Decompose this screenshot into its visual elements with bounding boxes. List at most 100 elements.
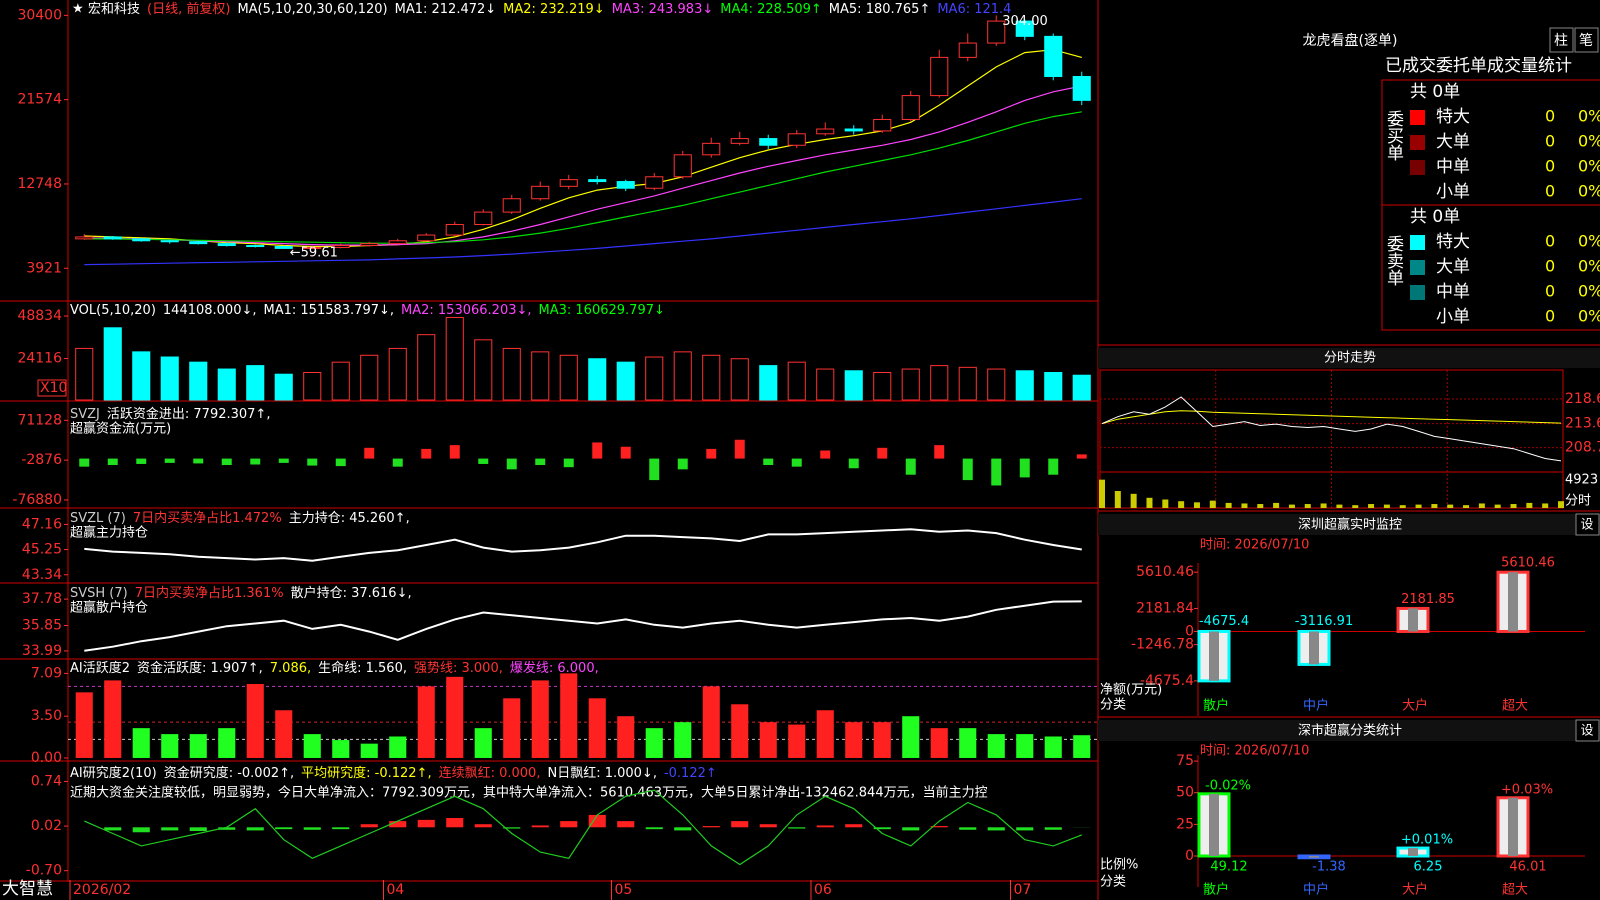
tab-button[interactable] — [1574, 27, 1599, 53]
intraday-volume — [1526, 502, 1533, 508]
x-tick-label: 2026/02 — [73, 882, 131, 898]
category-bar-stripe — [1508, 797, 1518, 856]
header-item: 宏和科技 — [88, 2, 140, 17]
candle-body — [645, 176, 664, 189]
volume-bar — [75, 347, 94, 401]
signed-bar — [588, 814, 606, 828]
settings-button[interactable] — [1575, 513, 1600, 536]
panel-header: SVZL (7) 7日内买卖净占比1.472% 主力持仓: 45.260↑, — [70, 510, 410, 526]
header-item: AI研究度2(10) — [70, 765, 157, 781]
time-label: 时间: 2026/07/10 — [1200, 744, 1309, 759]
volume-tick-label: 4923 — [1565, 473, 1598, 488]
dragon-subtitle: 已成交委托单成交量统计 — [1385, 56, 1572, 76]
settings-button-label[interactable]: 设 — [1580, 724, 1593, 739]
dragon-title: 龙虎看盘(逐单) — [1303, 32, 1398, 49]
candle-body — [274, 245, 293, 249]
volume-bar — [844, 370, 863, 401]
row-count: 0 — [1545, 282, 1555, 301]
x-tick-label: 07 — [1014, 882, 1032, 898]
y-tick-label: 218.6 — [1565, 391, 1600, 407]
tab-button-label[interactable]: 柱 — [1554, 33, 1568, 49]
activity-bar — [389, 736, 407, 758]
y-axis-label: 比例% — [1100, 858, 1138, 873]
title-bar — [1098, 514, 1600, 535]
signed-bar — [107, 458, 118, 466]
signed-bar — [275, 827, 293, 830]
volume-bar — [246, 365, 265, 401]
signed-bar — [563, 458, 574, 468]
volume-bar — [873, 371, 892, 401]
row-pct: 0% — [1578, 132, 1600, 151]
candle-body — [417, 234, 436, 242]
header-item: MA5: 180.765↑ — [829, 2, 931, 17]
value-label: 49.12 — [1210, 860, 1247, 875]
activity-bar — [788, 724, 806, 758]
tab-button[interactable] — [1549, 27, 1574, 53]
signed-bar — [478, 458, 489, 464]
y-tick-label: 45.25 — [22, 542, 62, 558]
activity-bar — [275, 710, 293, 758]
header-item: AI活跃度2 — [70, 660, 130, 676]
y-tick-label: 3921 — [26, 260, 62, 276]
row-pct: 0% — [1578, 282, 1600, 301]
value-label: -3116.91 — [1295, 614, 1353, 629]
header-item: 爆发线: 6.000, — [510, 660, 599, 676]
row-count: 0 — [1545, 157, 1555, 176]
category-label: 大户 — [1402, 698, 1428, 714]
volume-bar — [1015, 370, 1034, 401]
activity-bar — [474, 728, 492, 758]
row-pct: 0% — [1578, 157, 1600, 176]
activity-bar — [446, 676, 464, 758]
row-pct: 0% — [1578, 107, 1600, 126]
header-item: SVZL (7) — [70, 511, 126, 526]
signed-bar — [820, 450, 831, 459]
volume-bar — [217, 368, 236, 401]
intraday-volume — [1193, 502, 1200, 508]
tab-button-label[interactable]: 笔 — [1579, 33, 1593, 49]
activity-bar — [588, 698, 606, 758]
volume-bar — [531, 351, 550, 401]
activity-bar — [360, 743, 378, 758]
volume-bar — [588, 358, 607, 401]
y-axis-label: 净额(万元) — [1100, 683, 1162, 698]
intraday-volume — [1399, 505, 1406, 508]
header-item: 7.086, — [270, 661, 311, 676]
header-item: MA6: 121.4 — [937, 2, 1011, 17]
category-bar-stripe — [1309, 631, 1319, 665]
y-tick-label: 24116 — [17, 351, 62, 367]
intraday-volume — [1368, 504, 1375, 508]
panel-header: AI活跃度2 资金活跃度: 1.907↑, 7.086, 生命线: 1.560, 强势线… — [70, 660, 599, 676]
volume-bar — [787, 361, 806, 401]
activity-bar — [303, 734, 321, 758]
signed-bar — [987, 827, 1005, 831]
signed-bar — [364, 447, 375, 459]
signed-bar — [474, 824, 492, 828]
category-bar-stripe — [1309, 855, 1319, 858]
signed-bar — [389, 821, 407, 828]
signed-bar — [278, 458, 289, 463]
settings-button-label[interactable]: 设 — [1580, 518, 1593, 533]
intraday-volume — [1494, 504, 1501, 508]
header-item: N日飘红: 1.000↓, — [547, 765, 656, 781]
panel-header: SVZJ 活跃资金进出: 7792.307↑, — [70, 406, 270, 422]
value-label: 5610.46 — [1501, 556, 1555, 571]
intraday-title: 分时走势 — [1324, 350, 1376, 366]
settings-button[interactable] — [1575, 719, 1600, 742]
signed-bar — [392, 458, 403, 467]
panel-subtitle: 超赢主力持仓 — [70, 525, 148, 541]
y-tick-label: 37.78 — [22, 591, 62, 607]
change-label: +0.03% — [1501, 782, 1553, 797]
row-count: 0 — [1545, 232, 1555, 251]
candle-body — [588, 179, 607, 183]
header-item: SVZJ — [70, 407, 100, 422]
signed-bar — [421, 448, 432, 459]
row-name: 小单 — [1436, 182, 1470, 202]
activity-bar — [189, 734, 207, 758]
signed-bar — [930, 826, 948, 828]
y-tick-label: 47.16 — [22, 516, 62, 532]
y-tick-label: -1246.78 — [1131, 637, 1194, 653]
candle-body — [1072, 75, 1091, 101]
y-tick-label: -76880 — [12, 492, 62, 508]
y-tick-label: 0.02 — [31, 818, 62, 834]
